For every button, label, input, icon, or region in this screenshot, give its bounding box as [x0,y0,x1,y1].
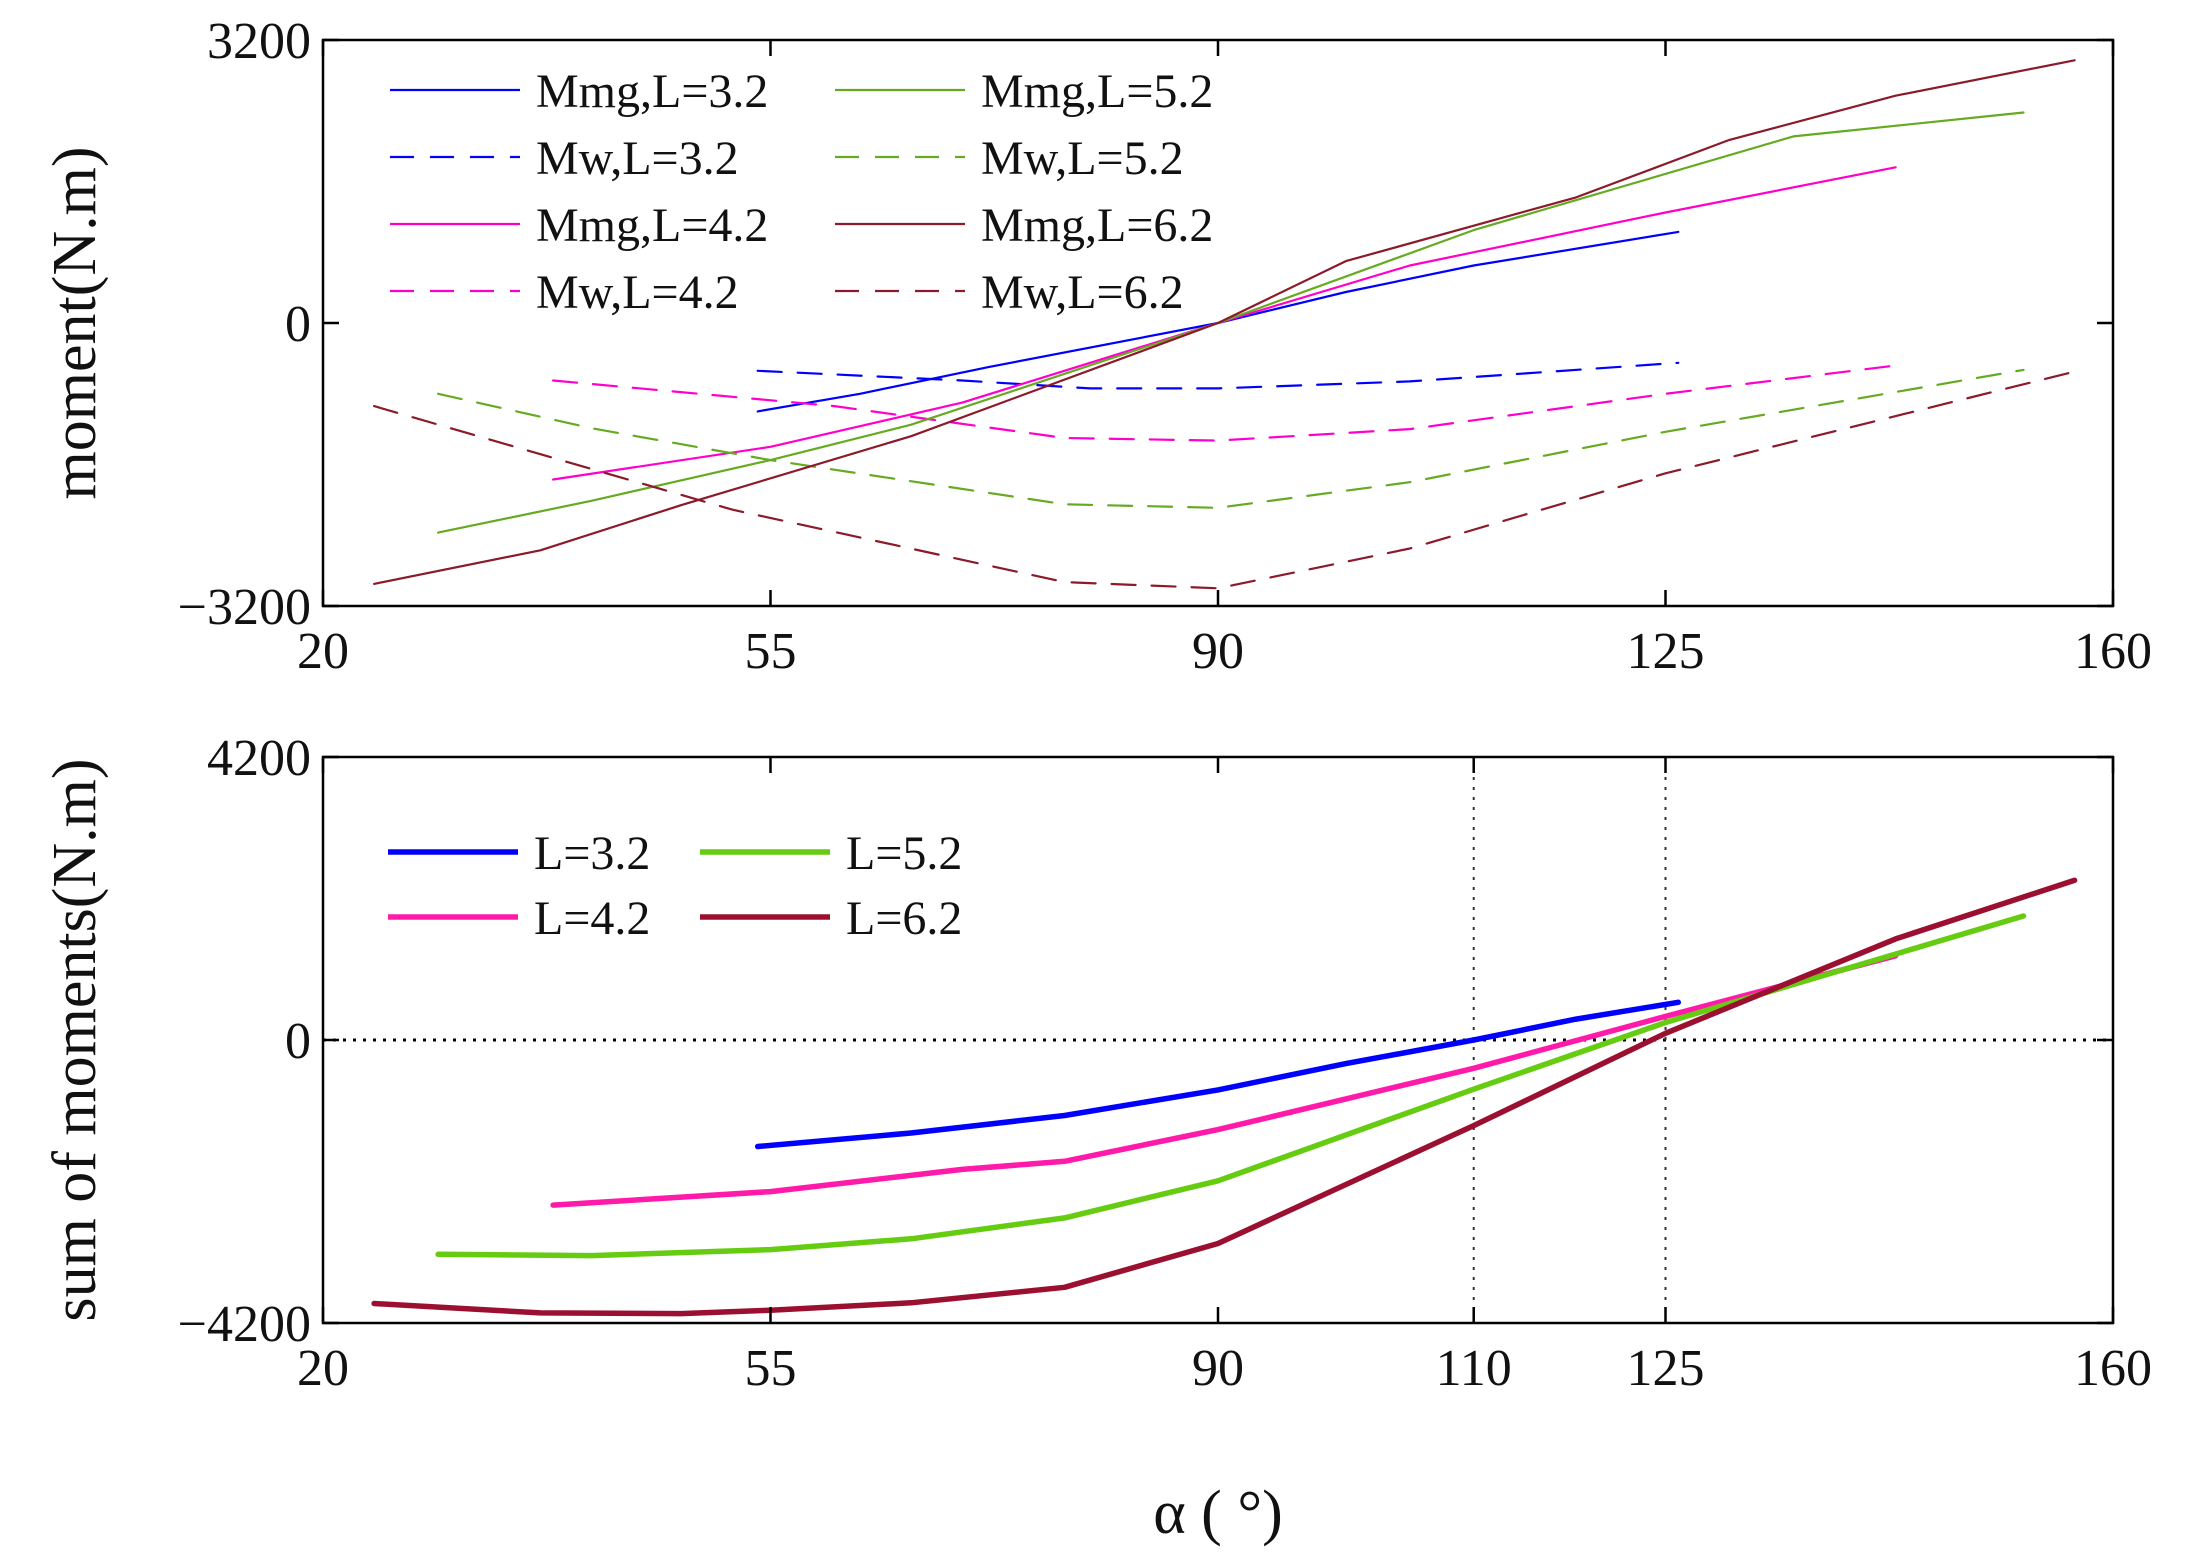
top-chart: 20 55 90 125 160 −3200 0 3200 Mmg,L=3.2 Mw,L=3… [178,13,2152,680]
top-x-tick-labels: 20 55 90 125 160 [297,623,2152,680]
legend-label-top-1: Mw,L=3.2 [536,132,739,185]
top-series-group [373,59,2076,590]
x-axis-title: α ( °) [1153,1479,1283,1547]
legend-label-bottom-0: L=3.2 [534,827,650,880]
x-tick-label-bottom-1: 55 [745,1340,797,1397]
x-tick-label-top-1: 55 [745,623,797,680]
x-tick-label-bottom-0: 20 [297,1340,349,1397]
top-plot-frame [321,38,2115,608]
y-tick-label-bottom-2: 4200 [207,730,311,787]
legend-label-top-3: Mw,L=4.2 [536,266,739,319]
series-line-top-1 [756,361,1680,390]
x-tick-label-bottom-4: 125 [1627,1340,1705,1397]
y-tick-label-bottom-0: −4200 [178,1296,311,1353]
y-tick-label-bottom-1: 0 [285,1013,311,1070]
bottom-y-axis-title: sum of moments(N.m) [41,758,109,1321]
legend-label-top-5: Mw,L=5.2 [981,132,1184,185]
series-line-top-6 [373,59,2076,586]
bottom-plot-frame [321,755,2115,1325]
bottom-series-group [371,877,2078,1317]
y-tick-label-top-1: 0 [285,296,311,353]
series-line-top-5 [437,368,2025,509]
legend-label-top-2: Mmg,L=4.2 [536,199,768,252]
top-legend: Mmg,L=3.2 Mw,L=3.2 Mmg,L=4.2 Mw,L=4.2 Mm… [390,65,1213,319]
top-y-axis-title: moment(N.m) [41,147,109,500]
series-line-bottom-3 [371,877,2078,1317]
x-tick-label-bottom-5: 160 [2074,1340,2152,1397]
top-y-tick-labels: −3200 0 3200 [178,13,311,636]
x-tick-label-top-3: 125 [1627,623,1705,680]
x-tick-label-bottom-2: 90 [1192,1340,1244,1397]
legend-label-top-7: Mw,L=6.2 [981,266,1184,319]
bottom-x-tick-labels: 20 55 90 110 125 160 [297,1340,2152,1397]
legend-label-top-0: Mmg,L=3.2 [536,65,768,118]
series-line-top-4 [437,111,2025,534]
series-line-top-3 [551,364,1897,442]
series-line-bottom-0 [754,999,1682,1150]
series-line-bottom-1 [550,953,1899,1208]
legend-label-bottom-2: L=5.2 [846,827,962,880]
legend-label-top-4: Mmg,L=5.2 [981,65,1213,118]
series-line-top-7 [373,370,2076,590]
y-tick-label-top-2: 3200 [207,13,311,70]
bottom-legend: L=3.2 L=4.2 L=5.2 L=6.2 [388,827,962,945]
series-line-bottom-2 [435,913,2027,1259]
x-tick-label-top-4: 160 [2074,623,2152,680]
legend-label-bottom-3: L=6.2 [846,892,962,945]
y-tick-label-top-0: −3200 [178,579,311,636]
legend-label-bottom-1: L=4.2 [534,892,650,945]
bottom-y-tick-labels: −4200 0 4200 [178,730,311,1353]
x-tick-label-top-0: 20 [297,623,349,680]
x-tick-label-top-2: 90 [1192,623,1244,680]
x-tick-label-bottom-3: 110 [1436,1340,1512,1397]
bottom-chart: 20 55 90 110 125 160 −4200 0 4200 L=3.2 L=4.2 L… [178,730,2152,1397]
legend-label-top-6: Mmg,L=6.2 [981,199,1213,252]
